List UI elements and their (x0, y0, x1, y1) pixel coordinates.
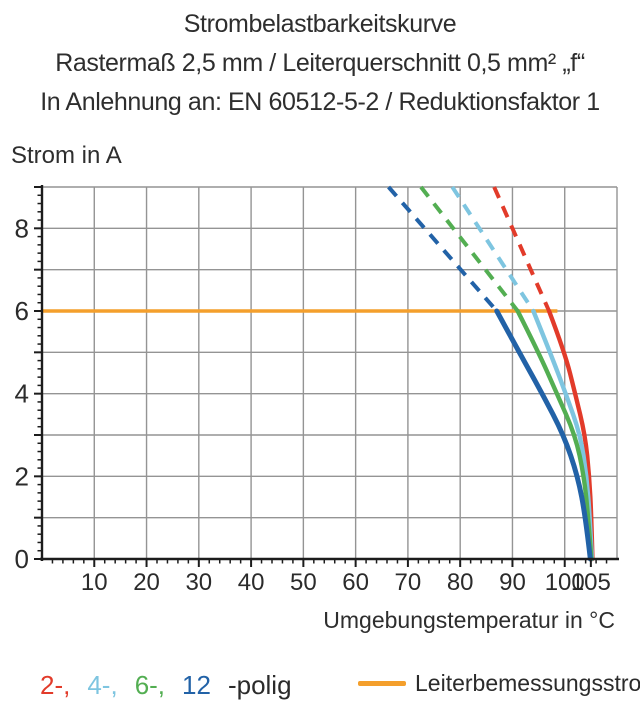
rated-current-label: Leiterbemessungsstrom (415, 670, 640, 696)
x-axis-title: Umgebungstemperatur in °C (323, 607, 615, 633)
y-axis-title: Strom in A (11, 142, 122, 169)
rated-current-line-swatch (358, 681, 406, 686)
chart-title-line-2: Rastermaß 2,5 mm / Leiterquerschnitt 0,5… (55, 49, 585, 77)
chart-title-line-3: In Anlehnung an: EN 60512-5-2 / Reduktio… (40, 88, 600, 116)
y-axis-ticks (34, 186, 42, 560)
legend-pole-4-polig: 4-, (87, 670, 118, 700)
y-tick-labels: 0 2 4 6 8 (15, 213, 29, 574)
y-tick-label-6: 6 (15, 296, 29, 326)
series-12-polig (387, 185, 593, 562)
x-tick-label-10: 10 (81, 569, 108, 596)
x-tick-label-60: 60 (342, 569, 369, 596)
gridlines (42, 186, 618, 559)
x-tick-label-50: 50 (290, 569, 317, 596)
chart-title-line-1: Strombelastbarkeitskurve (183, 10, 457, 38)
series-curves (387, 185, 595, 562)
legend-pole-6-polig: 6-, (134, 670, 166, 700)
series-6-polig (419, 185, 594, 562)
x-tick-label-105: 105 (571, 569, 611, 596)
series-12-polig-solid (494, 308, 593, 562)
y-tick-label-2: 2 (15, 461, 29, 491)
x-tick-label-100: 100 (545, 569, 585, 596)
x-tick-label-90: 90 (499, 569, 526, 596)
chart-title-block: Strombelastbarkeitskurve Rastermaß 2,5 m… (0, 5, 640, 122)
y-tick-label-8: 8 (15, 213, 29, 243)
legend-pole-counts: 2-, 4-, 6-, 12 -polig (40, 670, 292, 701)
series-2-polig (492, 186, 595, 562)
x-tick-label-30: 30 (185, 569, 212, 596)
x-tick-label-70: 70 (395, 569, 422, 596)
series-6-polig-dashed (419, 185, 520, 313)
series-4-polig-dashed (450, 185, 536, 313)
legend-pole-2-polig: 2-, (40, 670, 71, 700)
y-tick-label-0: 0 (15, 544, 29, 574)
y-tick-label-4: 4 (15, 379, 29, 409)
x-tick-label-40: 40 (238, 569, 265, 596)
series-2-polig-dashed (492, 186, 551, 312)
x-tick-label-80: 80 (447, 569, 474, 596)
legend-pole-12-polig: 12 (182, 670, 211, 700)
series-12-polig-dashed (387, 185, 499, 313)
legend-pole-suffix: -polig (227, 670, 292, 700)
x-axis-ticks (51, 559, 608, 567)
series-6-polig-solid (515, 308, 594, 562)
x-tick-label-20: 20 (133, 569, 160, 596)
legend-rated-current: Leiterbemessungsstrom (358, 670, 640, 697)
